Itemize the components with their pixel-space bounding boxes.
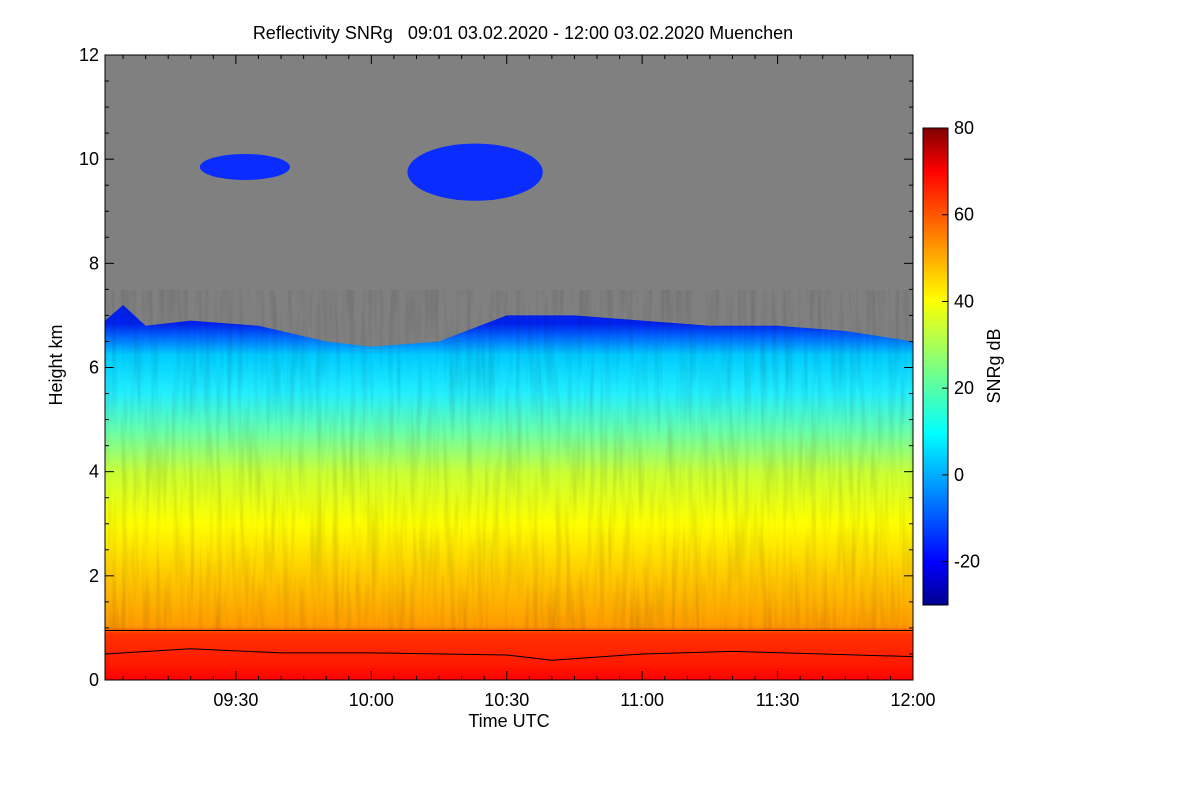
trace-line	[105, 648, 913, 661]
x-tick-label: 11:30	[756, 690, 800, 710]
y-tick-label: 10	[79, 149, 99, 169]
colorbar-tick-label: -20	[954, 552, 980, 572]
cirrus-cloud	[407, 143, 543, 201]
cirrus-layers	[199, 143, 543, 201]
y-tick-label: 6	[89, 358, 99, 378]
x-tick-label: 09:30	[213, 690, 258, 710]
x-tick-label: 12:00	[890, 690, 935, 710]
x-axis: 09:30 10:00 10:30 11:00 11:30 12:00	[122, 55, 936, 710]
colorbar-tick-label: 40	[954, 291, 974, 311]
texture-overlay	[105, 290, 913, 630]
x-tick-label: 10:30	[484, 690, 529, 710]
y-tick-label: 0	[89, 670, 99, 690]
colorbar-label: SNRg dB	[984, 328, 1004, 403]
chart-title: Reflectivity SNRg 09:01 03.02.2020 - 12:…	[253, 23, 793, 43]
colorbar-tick-label: 0	[954, 465, 964, 485]
plot-area: 09:30 10:00 10:30 11:00 11:30 12:00 0 2 4 6 8 10 12	[79, 45, 936, 710]
cirrus-cloud	[199, 154, 290, 180]
colorbar-tick-label: 80	[954, 118, 974, 138]
y-axis-label: Height km	[46, 324, 66, 405]
y-tick-label: 4	[89, 462, 99, 482]
colorbar-tick-label: 20	[954, 378, 974, 398]
y-tick-label: 12	[79, 45, 99, 65]
y-tick-label: 2	[89, 566, 99, 586]
x-tick-label: 11:00	[620, 690, 664, 710]
x-axis-label: Time UTC	[468, 711, 549, 731]
colorbar: -20 0 20 40 60 80 SNRg dB	[922, 118, 1004, 606]
x-tick-label: 10:00	[349, 690, 394, 710]
y-tick-label: 8	[89, 253, 99, 273]
colorbar-tick-label: 60	[954, 205, 974, 225]
y-axis: 0 2 4 6 8 10 12	[79, 45, 913, 690]
colorbar-gradient	[922, 127, 949, 606]
colorbar-ticks: -20 0 20 40 60 80	[942, 118, 980, 572]
